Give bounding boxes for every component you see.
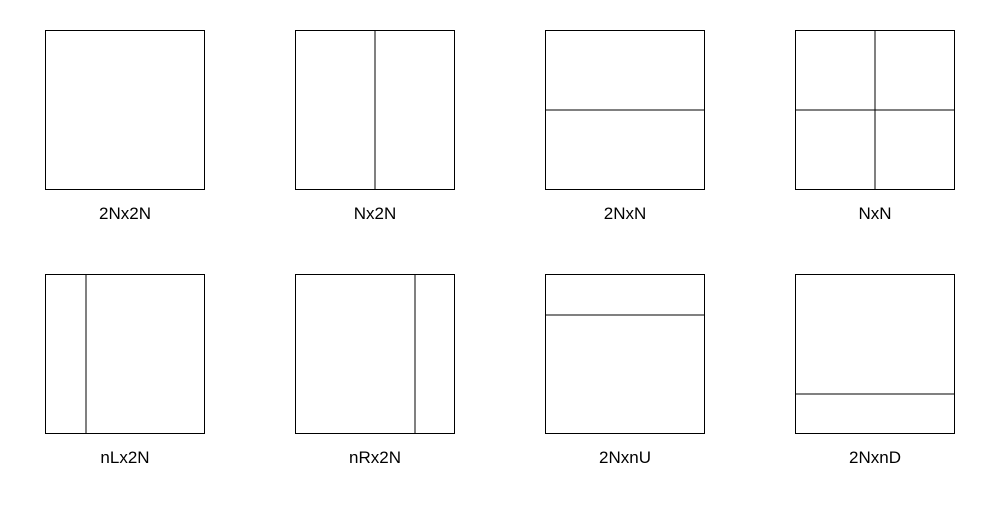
partition-label-NxN: NxN (858, 204, 891, 224)
partition-cell-2NxnU: 2NxnU (545, 274, 705, 468)
partition-cell-Nx2N: Nx2N (295, 30, 455, 224)
partition-box-2NxnU (545, 274, 705, 434)
split-line-2NxnD-0 (796, 393, 954, 394)
partition-box-Nx2N (295, 30, 455, 190)
split-line-2NxN-0 (546, 110, 704, 111)
partition-label-Nx2N: Nx2N (354, 204, 397, 224)
partition-box-2NxN (545, 30, 705, 190)
partition-label-2NxN: 2NxN (604, 204, 647, 224)
partition-box-nLx2N (45, 274, 205, 434)
figure-container: 2Nx2N Nx2N 2NxN NxN nLx2N nRx2N 2NxnU 2NxnD (0, 0, 1000, 511)
partition-box-2Nx2N (45, 30, 205, 190)
partition-cell-nRx2N: nRx2N (295, 274, 455, 468)
partition-label-nLx2N: nLx2N (100, 448, 149, 468)
partition-cell-2Nx2N: 2Nx2N (45, 30, 205, 224)
partition-label-2NxnU: 2NxnU (599, 448, 651, 468)
partition-label-nRx2N: nRx2N (349, 448, 401, 468)
partition-label-2NxnD: 2NxnD (849, 448, 901, 468)
split-line-nRx2N-0 (414, 275, 415, 433)
partition-label-2Nx2N: 2Nx2N (99, 204, 151, 224)
partition-cell-2NxnD: 2NxnD (795, 274, 955, 468)
partition-box-NxN (795, 30, 955, 190)
partition-box-nRx2N (295, 274, 455, 434)
partition-grid: 2Nx2N Nx2N 2NxN NxN nLx2N nRx2N 2NxnU 2NxnD (0, 30, 1000, 468)
split-line-nLx2N-0 (85, 275, 86, 433)
partition-box-2NxnD (795, 274, 955, 434)
split-line-NxN-1 (796, 110, 954, 111)
partition-cell-NxN: NxN (795, 30, 955, 224)
partition-cell-nLx2N: nLx2N (45, 274, 205, 468)
split-line-Nx2N-0 (375, 31, 376, 189)
partition-cell-2NxN: 2NxN (545, 30, 705, 224)
split-line-2NxnU-0 (546, 314, 704, 315)
